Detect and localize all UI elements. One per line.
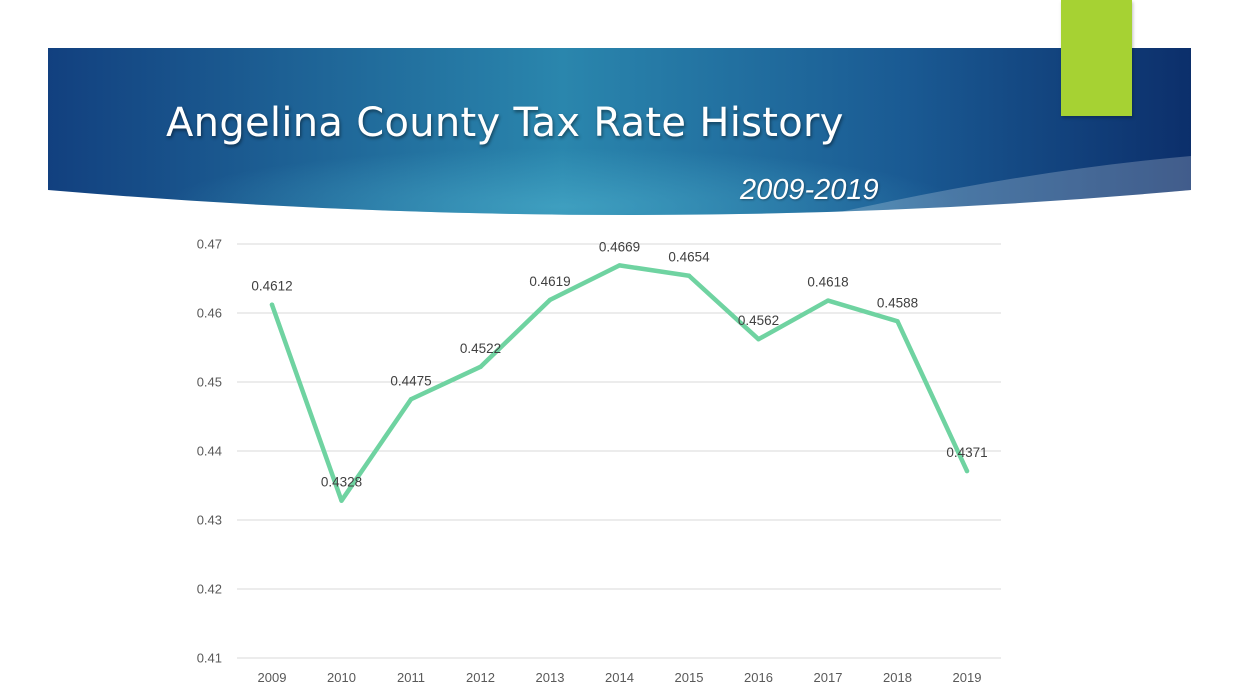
data-label: 0.4612 — [251, 279, 292, 294]
data-label: 0.4588 — [877, 295, 918, 310]
y-tick-label: 0.41 — [197, 651, 222, 666]
x-tick-label: 2010 — [327, 670, 356, 685]
data-label: 0.4669 — [599, 239, 640, 254]
slide-subtitle: 2009-2019 — [740, 174, 879, 206]
y-tick-label: 0.47 — [197, 237, 222, 252]
y-tick-label: 0.42 — [197, 582, 222, 597]
data-label: 0.4619 — [529, 274, 570, 289]
data-point — [895, 319, 900, 324]
data-label: 0.4618 — [807, 275, 848, 290]
header-band — [48, 48, 1191, 215]
data-point — [339, 498, 344, 503]
data-point — [547, 297, 553, 303]
x-tick-label: 2011 — [397, 670, 425, 685]
y-tick-label: 0.43 — [197, 513, 222, 528]
data-label: 0.4328 — [321, 475, 362, 490]
data-point — [269, 302, 275, 307]
x-tick-label: 2013 — [536, 670, 565, 685]
data-label: 0.4475 — [390, 373, 431, 388]
x-tick-label: 2014 — [605, 670, 634, 685]
data-point — [617, 263, 622, 268]
y-tick-label: 0.45 — [197, 375, 222, 390]
y-tick-label: 0.44 — [197, 444, 222, 459]
data-label: 0.4562 — [738, 313, 779, 328]
x-tick-label: 2016 — [744, 670, 773, 685]
x-tick-label: 2015 — [675, 670, 704, 685]
data-label: 0.4522 — [460, 341, 501, 356]
data-point — [964, 468, 970, 474]
data-label: 0.4371 — [946, 445, 987, 460]
data-point — [408, 397, 414, 402]
x-tick-label: 2017 — [814, 670, 843, 685]
x-tick-label: 2019 — [953, 670, 982, 685]
x-tick-label: 2009 — [258, 670, 287, 685]
series-line — [269, 263, 970, 503]
data-point — [686, 273, 692, 278]
slide-title: Angelina County Tax Rate History — [166, 100, 844, 146]
y-tick-label: 0.46 — [197, 306, 222, 321]
data-point — [825, 298, 831, 303]
data-label: 0.4654 — [668, 250, 710, 265]
data-point — [756, 337, 761, 342]
data-point — [478, 364, 483, 370]
x-tick-label: 2018 — [883, 670, 912, 685]
accent-block — [1061, 0, 1132, 116]
x-tick-label: 2012 — [466, 670, 495, 685]
